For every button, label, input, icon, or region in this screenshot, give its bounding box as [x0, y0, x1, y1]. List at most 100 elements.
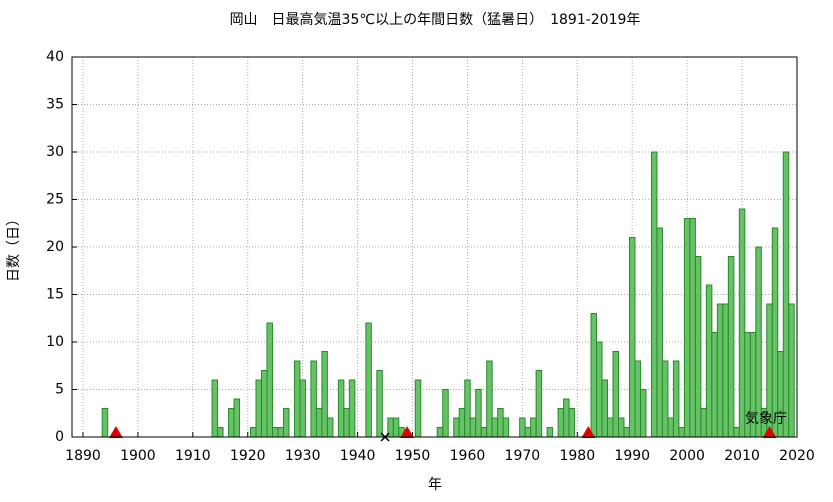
- bar: [266, 322, 273, 438]
- bar: [343, 408, 350, 438]
- x-tick-label: 1990: [614, 448, 650, 464]
- bar: [788, 303, 795, 438]
- bar: [255, 379, 262, 438]
- bar: [678, 427, 685, 438]
- bar: [271, 427, 279, 438]
- bar: [469, 417, 477, 438]
- bar: [694, 256, 702, 438]
- y-tick-label: 25: [46, 192, 64, 208]
- y-tick-label: 0: [55, 429, 64, 445]
- bar: [738, 208, 746, 438]
- x-tick-label: 2020: [779, 448, 815, 464]
- bar: [524, 427, 532, 438]
- bar: [282, 408, 290, 438]
- bar: [650, 151, 658, 438]
- bar: [612, 351, 619, 438]
- bar: [464, 379, 471, 438]
- bar: [727, 256, 735, 438]
- bar: [211, 379, 219, 438]
- bar: [557, 408, 565, 438]
- y-tick-label: 35: [46, 97, 64, 113]
- bar: [233, 398, 241, 438]
- bar: [453, 417, 460, 438]
- bar: [711, 332, 718, 438]
- bar: [656, 227, 663, 438]
- bar: [260, 370, 268, 438]
- bar: [601, 379, 609, 438]
- x-tick-label: 1930: [285, 448, 321, 464]
- bar: [310, 360, 317, 438]
- triangle-marker: [108, 426, 123, 438]
- bar: [689, 218, 696, 438]
- bar: [365, 322, 372, 438]
- triangle-marker: [581, 426, 596, 438]
- bar: [250, 427, 257, 438]
- bar: [480, 427, 488, 438]
- bar: [414, 379, 422, 438]
- x-tick-label: 1940: [340, 448, 376, 464]
- y-axis-label: 日数（日）: [6, 212, 22, 282]
- triangle-marker: [400, 426, 415, 438]
- triangle-marker: [762, 426, 777, 438]
- x-tick-label: 2000: [669, 448, 705, 464]
- bar: [782, 151, 790, 438]
- y-tick-label: 20: [46, 239, 64, 255]
- bar: [705, 284, 713, 438]
- bar: [315, 408, 323, 438]
- bar: [519, 417, 526, 438]
- bar: [634, 360, 641, 438]
- x-tick-label: 1890: [65, 448, 101, 464]
- bar: [326, 417, 334, 438]
- plot-frame: [71, 56, 798, 438]
- bar: [101, 408, 109, 438]
- bar: [486, 360, 493, 438]
- bar: [733, 427, 740, 438]
- bar: [628, 237, 636, 438]
- bar: [337, 379, 345, 438]
- y-tick-label: 5: [55, 382, 64, 398]
- bar: [530, 417, 537, 438]
- bar: [321, 351, 328, 438]
- bar: [700, 408, 707, 438]
- x-axis-label: 年: [428, 477, 442, 493]
- bar: [299, 379, 306, 438]
- x-tick-label: 1960: [450, 448, 486, 464]
- bar: [683, 218, 691, 438]
- bar: [596, 341, 603, 438]
- bar: [475, 389, 482, 438]
- bar: [546, 427, 554, 438]
- bar: [755, 246, 762, 438]
- bar: [497, 408, 504, 438]
- bar: [442, 389, 449, 438]
- bar: [667, 417, 674, 438]
- y-tick-label: 15: [46, 287, 64, 303]
- bar: [348, 379, 356, 438]
- x-tick-label: 1980: [559, 448, 595, 464]
- bar: [217, 427, 224, 438]
- bar: [458, 408, 466, 438]
- y-tick-label: 30: [46, 144, 64, 160]
- chart-title: 岡山 日最高気温35℃以上の年間日数（猛暑日） 1891-2019年: [230, 11, 641, 28]
- bar: [376, 370, 383, 438]
- x-tick-label: 1920: [230, 448, 266, 464]
- bar: [590, 313, 598, 438]
- bar: [722, 303, 729, 438]
- bar: [436, 427, 444, 438]
- bar: [293, 360, 301, 438]
- x-tick-label: 2010: [724, 448, 760, 464]
- bar: [502, 417, 510, 438]
- bar: [568, 408, 576, 438]
- bar: [639, 389, 647, 438]
- x-tick-label: 1900: [120, 448, 156, 464]
- y-tick-label: 10: [46, 334, 64, 350]
- x-tick-label: 1950: [395, 448, 431, 464]
- x-tick-label: 1910: [175, 448, 211, 464]
- bar: [771, 227, 779, 438]
- bar: [672, 360, 680, 438]
- bar: [491, 417, 499, 438]
- bar: [535, 370, 543, 438]
- bar: [392, 417, 400, 438]
- annotation: 気象庁: [745, 411, 787, 427]
- bar: [617, 417, 625, 438]
- x-tick-label: 1970: [505, 448, 541, 464]
